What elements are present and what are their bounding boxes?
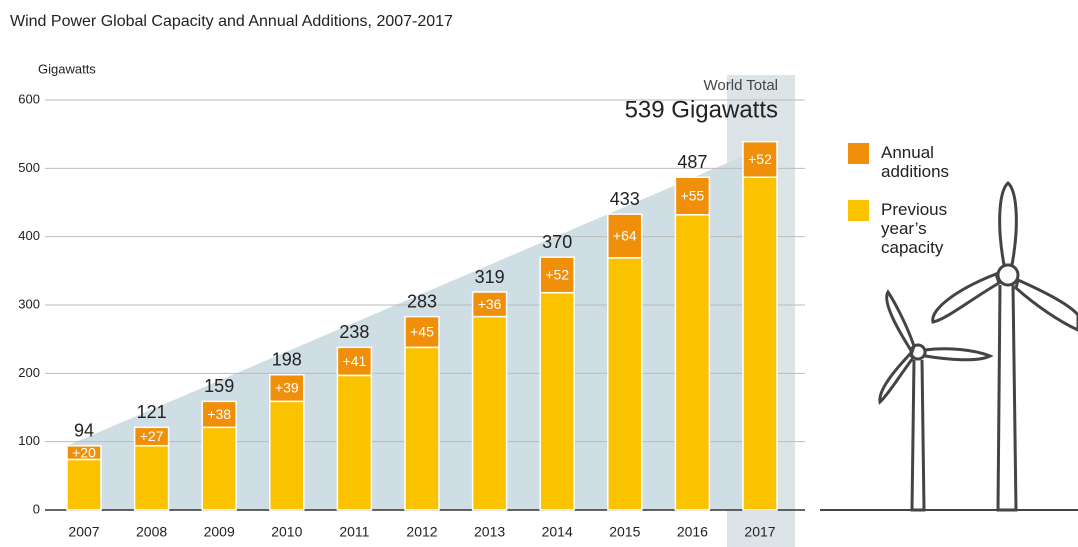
y-tick-label: 400 (18, 228, 40, 243)
y-tick-label: 600 (18, 91, 40, 106)
total-label: 370 (542, 232, 572, 252)
value-label: +41 (343, 353, 367, 369)
bar-segment (66, 458, 102, 511)
value-label: +52 (545, 267, 569, 283)
bar-segment (674, 176, 711, 216)
value-label: +36 (478, 296, 502, 312)
total-label: 487 (677, 152, 707, 172)
total-label: 159 (204, 376, 234, 396)
bar-segment (66, 445, 102, 461)
value-label: +45 (410, 324, 434, 340)
bar-segment (742, 140, 778, 178)
bar-segment (471, 315, 508, 511)
x-tick-label: 2016 (677, 524, 708, 540)
legend-item: Annual additions (848, 143, 976, 181)
bar-segment (133, 445, 170, 511)
bar-segment (404, 315, 440, 349)
annotation: World Total (704, 77, 778, 94)
bar-segment (607, 213, 643, 259)
x-tick-label: 2009 (204, 524, 235, 540)
y-tick-label: 500 (18, 160, 40, 175)
total-label: 198 (272, 349, 302, 369)
bar-segment (674, 214, 711, 511)
x-tick-label: 2014 (542, 524, 573, 540)
bar-segment (471, 291, 508, 318)
x-tick-label: 2013 (474, 524, 505, 540)
x-tick-label: 2015 (609, 524, 640, 540)
bar-segment (201, 400, 237, 429)
y-axis-label: Gigawatts (38, 61, 96, 76)
y-tick-label: 100 (18, 433, 40, 448)
legend-label: Previous year’s capacity (881, 200, 948, 257)
legend-item: Previous year’s capacity (848, 200, 976, 257)
bar-segment (539, 256, 575, 294)
y-tick-label: 200 (18, 365, 40, 380)
legend-swatch (848, 143, 869, 164)
value-label: +55 (681, 188, 705, 204)
legend-label: Annual additions (881, 143, 950, 181)
total-label: 238 (339, 322, 369, 342)
y-tick-label: 0 (33, 501, 40, 516)
value-label: +52 (748, 151, 772, 167)
x-tick-label: 2008 (136, 524, 167, 540)
chart-title: Wind Power Global Capacity and Annual Ad… (10, 13, 453, 30)
total-label: 283 (407, 291, 437, 311)
bar-layer: +20 94 +27 121 +38 159 +39 198 +41 238 +45 283 +36 31… (66, 140, 778, 511)
bar-segment (336, 374, 373, 511)
value-label: +64 (613, 228, 637, 244)
x-tick-label: 2011 (339, 524, 369, 540)
value-label: +39 (275, 380, 299, 396)
bar-segment (607, 257, 643, 511)
total-label: 319 (475, 267, 505, 287)
total-label: 433 (610, 189, 640, 209)
x-tick-label: 2017 (744, 524, 775, 540)
total-label: 121 (137, 402, 167, 422)
value-label: +27 (140, 428, 164, 444)
bar-segment (269, 400, 305, 511)
legend-swatch (848, 200, 869, 221)
bar-segment (269, 373, 305, 403)
turbines (878, 181, 1078, 512)
bar-segment (336, 346, 373, 377)
bar-segment (201, 426, 237, 511)
y-tick-label: 300 (18, 296, 40, 311)
annotation: 539 Gigawatts (625, 96, 778, 123)
value-label: +38 (207, 406, 231, 422)
bar-segment (404, 346, 440, 511)
total-label: 94 (74, 421, 94, 441)
value-label: +20 (72, 444, 96, 460)
bar-segment (539, 291, 575, 511)
x-tick-label: 2012 (406, 524, 437, 540)
bar-segment (133, 426, 170, 447)
bar-segment (742, 176, 778, 511)
x-tick-label: 2010 (271, 524, 302, 540)
x-tick-label: 2007 (68, 524, 99, 540)
